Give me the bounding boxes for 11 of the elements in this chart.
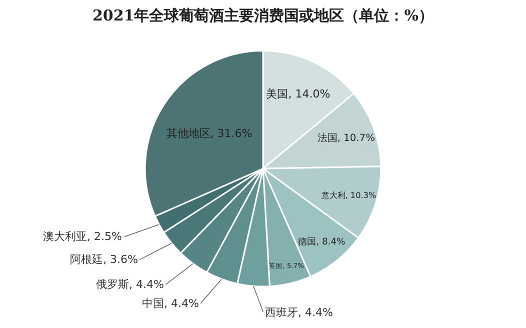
slice-label: 法国, 10.7% bbox=[317, 132, 375, 144]
chart-title: 2021年全球葡萄酒主要消费国或地区（单位：%） bbox=[92, 6, 434, 24]
slice-label: 中国, 4.4% bbox=[142, 297, 199, 310]
slice-label: 俄罗斯, 4.4% bbox=[96, 278, 164, 291]
slice-label: 其他地区, 31.6% bbox=[166, 127, 252, 140]
slice-label: 德国, 8.4% bbox=[298, 236, 346, 248]
slice-label: 西班牙, 4.4% bbox=[265, 306, 333, 319]
slice-label: 意大利, 10.3% bbox=[320, 190, 376, 200]
slice-label: 美国, 14.0% bbox=[266, 87, 330, 100]
slice-label: 阿根廷, 3.6% bbox=[70, 253, 138, 266]
slice-label: 澳大利亚, 2.5% bbox=[43, 230, 122, 243]
